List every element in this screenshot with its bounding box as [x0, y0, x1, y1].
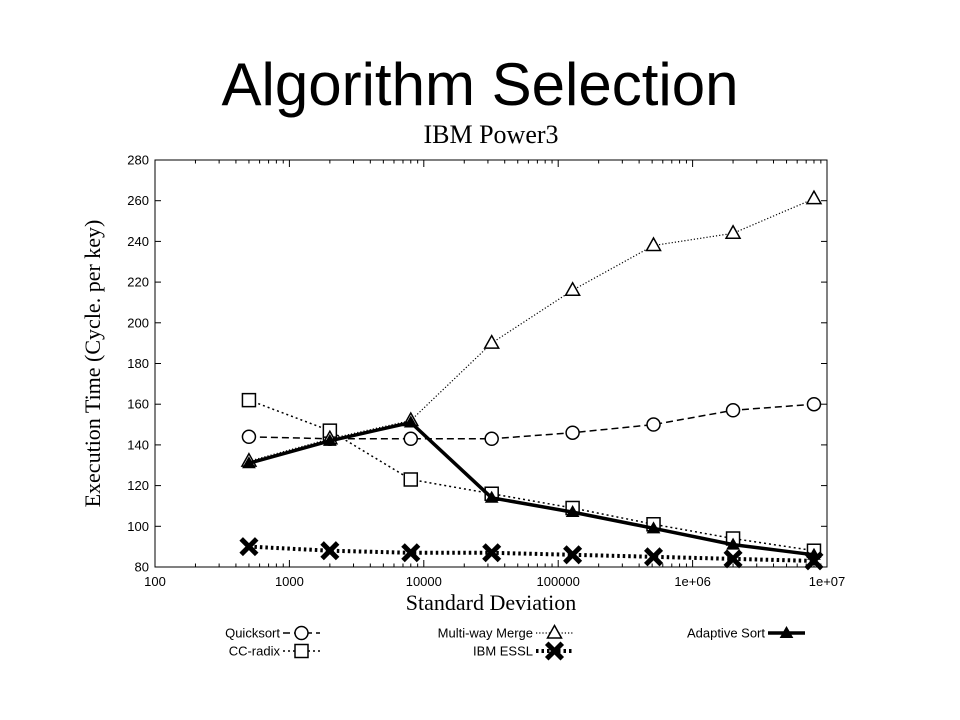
legend-marker [546, 623, 563, 639]
x-tick-label: 10000 [406, 574, 442, 589]
data-point [322, 433, 337, 446]
x-tick-label: 1e+06 [674, 574, 711, 589]
legend-label: Adaptive Sort [687, 626, 765, 641]
data-point [807, 547, 821, 560]
data-point [401, 543, 421, 563]
series-cc-radix [241, 392, 822, 558]
legend-label: Multi-way Merge [438, 626, 533, 641]
y-tick-label: 100 [127, 519, 149, 534]
data-point [563, 545, 583, 565]
legend-label: Quicksort [225, 626, 280, 641]
legend-item: Quicksort [225, 626, 320, 641]
data-point [241, 429, 257, 445]
data-point [645, 236, 662, 252]
legend-label: IBM ESSL [473, 644, 533, 659]
data-point [646, 521, 661, 534]
data-point [320, 541, 340, 561]
x-tick-label: 100000 [537, 574, 580, 589]
plot-frame [154, 159, 828, 568]
legend-marker [779, 625, 794, 638]
slide-title: Algorithm Selection [221, 51, 739, 118]
x-axis-label: Standard Deviation [406, 590, 576, 615]
data-point [646, 417, 661, 432]
data-point [483, 334, 500, 349]
x-tick-label: 100 [144, 574, 166, 589]
x-tick-label: 1000 [275, 574, 304, 589]
legend-marker [544, 641, 565, 661]
data-point [482, 543, 502, 563]
data-point [805, 189, 823, 205]
legend-item: Adaptive Sort [687, 626, 805, 641]
data-point [564, 281, 581, 296]
series-line [248, 544, 815, 563]
legend-item: IBM ESSL [473, 641, 573, 661]
y-tick-label: 260 [127, 193, 149, 208]
y-axis-label: Execution Time (Cycle. per key) [80, 220, 105, 508]
series-line [248, 420, 815, 557]
legend-item: CC-radix [229, 644, 320, 659]
y-tick-label: 240 [127, 234, 149, 249]
data-point [241, 392, 257, 408]
legend-label: CC-radix [229, 644, 281, 659]
data-point [565, 505, 580, 518]
y-tick-label: 160 [127, 397, 149, 412]
y-tick-label: 220 [127, 275, 149, 290]
data-point [403, 472, 419, 487]
y-tick-label: 120 [127, 478, 149, 493]
data-point [806, 396, 822, 412]
series-adaptive-sort [242, 415, 821, 560]
y-tick-label: 80 [135, 560, 149, 575]
series-line [248, 198, 815, 462]
series-ibm-essl [239, 537, 824, 571]
data-point [643, 547, 664, 567]
data-point [484, 431, 499, 447]
data-point [726, 537, 740, 550]
data-point [242, 456, 256, 469]
legend-marker [294, 643, 309, 659]
series-line [248, 399, 815, 552]
data-point [403, 415, 418, 428]
data-point [724, 224, 742, 240]
y-tick-label: 280 [127, 153, 149, 168]
data-point [565, 425, 580, 440]
x-tick-label: 1e+07 [809, 574, 846, 589]
legend-marker [294, 625, 309, 641]
data-point [723, 549, 743, 569]
y-tick-label: 140 [127, 437, 149, 452]
data-point [725, 403, 741, 418]
data-point [484, 490, 499, 503]
y-tick-label: 180 [127, 356, 149, 371]
data-point [239, 537, 259, 557]
data-point [403, 431, 419, 447]
chart-title: IBM Power3 [423, 120, 558, 149]
y-tick-label: 200 [127, 315, 149, 330]
legend-item: Multi-way Merge [438, 623, 573, 641]
